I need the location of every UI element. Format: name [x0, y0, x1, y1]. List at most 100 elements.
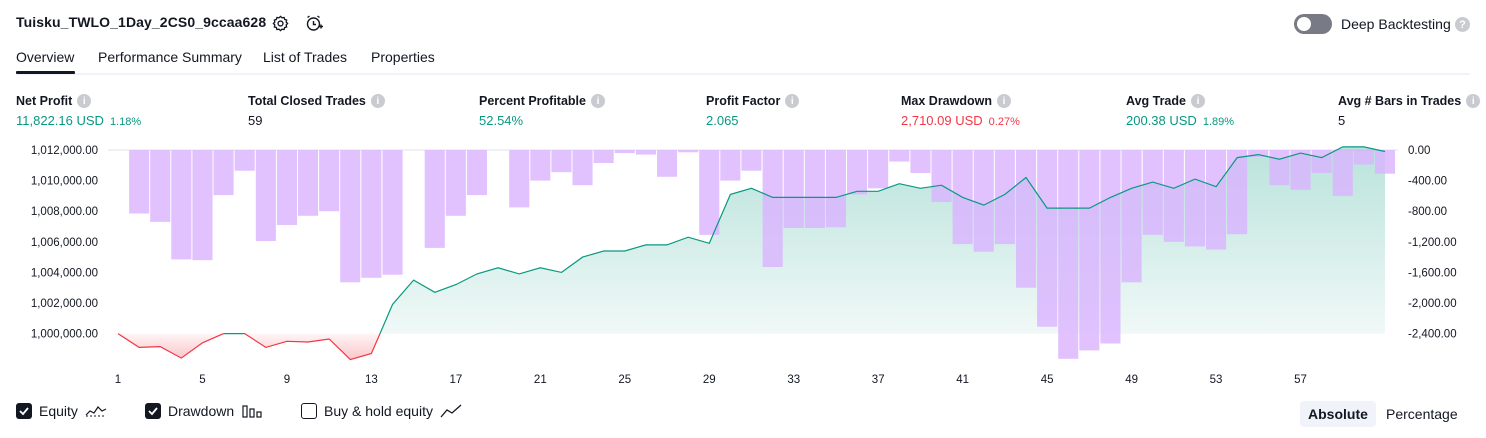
metric-net-profit-label: Net Profit i — [16, 94, 92, 108]
legend-label: Equity — [39, 403, 78, 419]
drawdown-bar — [1374, 150, 1395, 174]
x-axis-tick-label: 37 — [872, 374, 885, 386]
drawdown-bar — [994, 150, 1015, 245]
drawdown-bar — [234, 150, 255, 171]
drawdown-bar — [1269, 150, 1290, 186]
drawdown-bar — [657, 150, 678, 177]
metric-max-drawdown-label: Max Drawdown i — [901, 94, 1011, 108]
drawdown-bar — [1058, 150, 1079, 359]
right-axis-tick-label: -2,400.00 — [1408, 329, 1457, 341]
drawdown-bar — [825, 150, 846, 228]
info-icon[interactable]: i — [1466, 94, 1481, 108]
drawdown-bar — [1227, 150, 1248, 235]
tabs-divider — [16, 73, 1470, 75]
alarm-clock-plus-icon[interactable] — [305, 14, 323, 32]
legend-buy-hold-equity[interactable]: Buy & hold equity — [301, 403, 462, 419]
drawdown-bar — [1248, 150, 1269, 157]
drawdown-bar — [424, 150, 445, 248]
drawdown-bar — [171, 150, 192, 260]
checkbox-icon[interactable] — [16, 403, 32, 419]
drawdown-bar — [1353, 150, 1374, 165]
equity-area-loss — [118, 333, 224, 359]
drawdown-bar — [1332, 150, 1353, 196]
right-axis-tick-label: -1,600.00 — [1408, 267, 1457, 279]
drawdown-bar — [530, 150, 551, 181]
tab-overview[interactable]: Overview — [16, 49, 75, 65]
drawdown-bar — [762, 150, 783, 267]
info-icon[interactable]: i — [1190, 94, 1205, 108]
drawdown-bar — [699, 150, 720, 235]
x-axis-tick-label: 9 — [284, 374, 290, 386]
drawdown-bar — [847, 150, 868, 195]
strategy-title: Tuisku_TWLO_1Day_2CS0_9ccaa628 — [16, 14, 267, 30]
x-axis-tick-label: 29 — [703, 374, 716, 386]
right-axis-tick-label: 0.00 — [1408, 145, 1430, 157]
checkbox-icon[interactable] — [301, 403, 317, 419]
drawdown-bar — [741, 150, 762, 171]
toggle-knob — [1297, 17, 1311, 31]
drawdown-bars-icon — [242, 405, 262, 418]
drawdown-bar — [1100, 150, 1121, 344]
right-axis-tick-label: -1,200.00 — [1408, 237, 1457, 249]
drawdown-bar — [276, 150, 297, 225]
drawdown-bar — [298, 150, 319, 216]
metric-profit-factor-value: 2.065 — [706, 113, 739, 128]
deep-backtesting-toggle[interactable] — [1294, 14, 1332, 34]
right-axis-tick-label: -2,000.00 — [1408, 298, 1457, 310]
tab-list-of-trades[interactable]: List of Trades — [263, 49, 348, 65]
checkbox-icon[interactable] — [145, 403, 161, 419]
drawdown-bar — [572, 150, 593, 186]
legend-drawdown[interactable]: Drawdown — [145, 403, 263, 419]
drawdown-bar — [1163, 150, 1184, 242]
metric-percent-profitable-value: 52.54% — [479, 113, 524, 128]
left-axis-tick-label: 1,006,000.00 — [31, 237, 98, 249]
info-icon[interactable]: i — [77, 94, 92, 108]
help-icon[interactable]: ? — [1455, 17, 1470, 32]
drawdown-bar — [192, 150, 213, 261]
gear-icon[interactable] — [271, 14, 289, 32]
metric-percent-profitable-label: Percent Profitable i — [479, 94, 605, 108]
drawdown-bar — [129, 150, 150, 214]
absolute-mode-button[interactable]: Absolute — [1300, 401, 1376, 427]
x-axis-tick-label: 25 — [618, 374, 631, 386]
metric-max-drawdown-value: 2,710.09 USD 0.27% — [901, 113, 1020, 128]
metric-profit-factor-label: Profit Factor i — [706, 94, 800, 108]
tab-performance-summary[interactable]: Performance Summary — [98, 49, 242, 65]
left-axis-tick-label: 1,004,000.00 — [31, 267, 98, 279]
drawdown-bar — [678, 150, 699, 153]
equity-drawdown-chart[interactable]: 1,012,000.00 1,010,000.00 1,008,000.00 1,00… — [0, 138, 1486, 393]
x-axis-tick-label: 53 — [1210, 374, 1223, 386]
drawdown-bar — [1184, 150, 1205, 247]
drawdown-bar — [1079, 150, 1100, 351]
info-icon[interactable]: i — [370, 94, 385, 108]
info-icon[interactable]: i — [785, 94, 800, 108]
drawdown-bar — [1311, 150, 1332, 173]
x-axis-tick-label: 41 — [956, 374, 969, 386]
tab-properties[interactable]: Properties — [371, 49, 435, 65]
drawdown-bar — [593, 150, 614, 163]
drawdown-bar — [1290, 150, 1311, 190]
equity-area-loss — [244, 333, 380, 360]
percentage-mode-button[interactable]: Percentage — [1386, 406, 1458, 422]
right-axis-tick-label: -800.00 — [1408, 206, 1447, 218]
drawdown-bar — [319, 150, 340, 212]
info-icon[interactable]: i — [997, 94, 1011, 108]
metric-avg-trade-label: Avg Trade i — [1126, 94, 1205, 108]
drawdown-bar — [340, 150, 361, 283]
active-tab-indicator — [16, 71, 75, 74]
metric-total-closed-trades-value: 59 — [248, 113, 263, 128]
legend-equity[interactable]: Equity — [16, 403, 107, 419]
drawdown-bar — [931, 150, 952, 202]
x-axis-tick-label: 21 — [534, 374, 547, 386]
drawdown-bar — [614, 150, 635, 154]
x-axis-tick-label: 5 — [199, 374, 205, 386]
x-axis-tick-label: 33 — [787, 374, 800, 386]
drawdown-bar — [509, 150, 530, 208]
drawdown-bar — [973, 150, 994, 252]
drawdown-bar — [382, 150, 403, 275]
left-axis-tick-label: 1,008,000.00 — [31, 206, 98, 218]
legend-label: Drawdown — [168, 403, 235, 419]
equity-line-profit — [379, 146, 1386, 334]
info-icon[interactable]: i — [590, 94, 605, 108]
drawdown-bar — [361, 150, 382, 278]
